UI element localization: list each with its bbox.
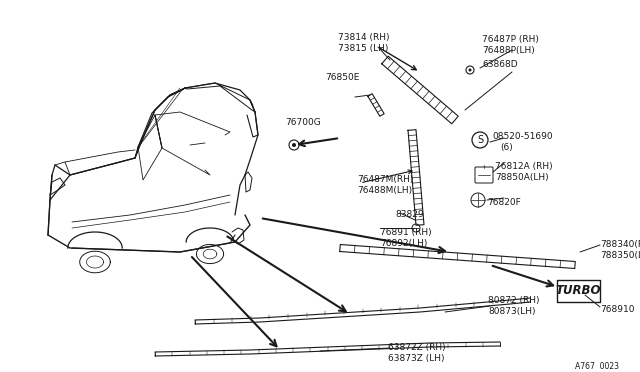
Text: 76820F: 76820F	[487, 198, 521, 207]
Text: 73814 (RH): 73814 (RH)	[338, 33, 390, 42]
Text: 73815 (LH): 73815 (LH)	[338, 44, 388, 53]
Text: 76488M(LH): 76488M(LH)	[357, 186, 412, 195]
Text: 78850A(LH): 78850A(LH)	[495, 173, 548, 182]
Circle shape	[292, 143, 296, 147]
Text: 08520-51690: 08520-51690	[492, 132, 552, 141]
Text: 768910: 768910	[600, 305, 634, 314]
Text: TURBO: TURBO	[556, 283, 601, 296]
Text: 80872 (RH): 80872 (RH)	[488, 296, 540, 305]
Text: 63872Z (RH): 63872Z (RH)	[388, 343, 445, 352]
Circle shape	[468, 68, 472, 71]
Text: 63868D: 63868D	[482, 60, 518, 69]
Text: 76700G: 76700G	[285, 118, 321, 127]
Text: 788350(LH): 788350(LH)	[600, 251, 640, 260]
Text: (6): (6)	[500, 143, 513, 152]
Text: 788340(RH): 788340(RH)	[600, 240, 640, 249]
Text: 76892(LH): 76892(LH)	[380, 239, 428, 248]
Text: 76487P (RH): 76487P (RH)	[482, 35, 539, 44]
Text: 76891 (RH): 76891 (RH)	[380, 228, 431, 237]
Text: A767  0023: A767 0023	[575, 362, 619, 371]
Text: 63873Z (LH): 63873Z (LH)	[388, 354, 445, 363]
Text: 76812A (RH): 76812A (RH)	[495, 162, 552, 171]
Text: 83829: 83829	[395, 210, 424, 219]
Text: 76850E: 76850E	[325, 73, 360, 82]
Text: 76487M(RH): 76487M(RH)	[357, 175, 413, 184]
Text: S: S	[477, 135, 483, 145]
Text: 76488P(LH): 76488P(LH)	[482, 46, 535, 55]
Text: 80873(LH): 80873(LH)	[488, 307, 536, 316]
